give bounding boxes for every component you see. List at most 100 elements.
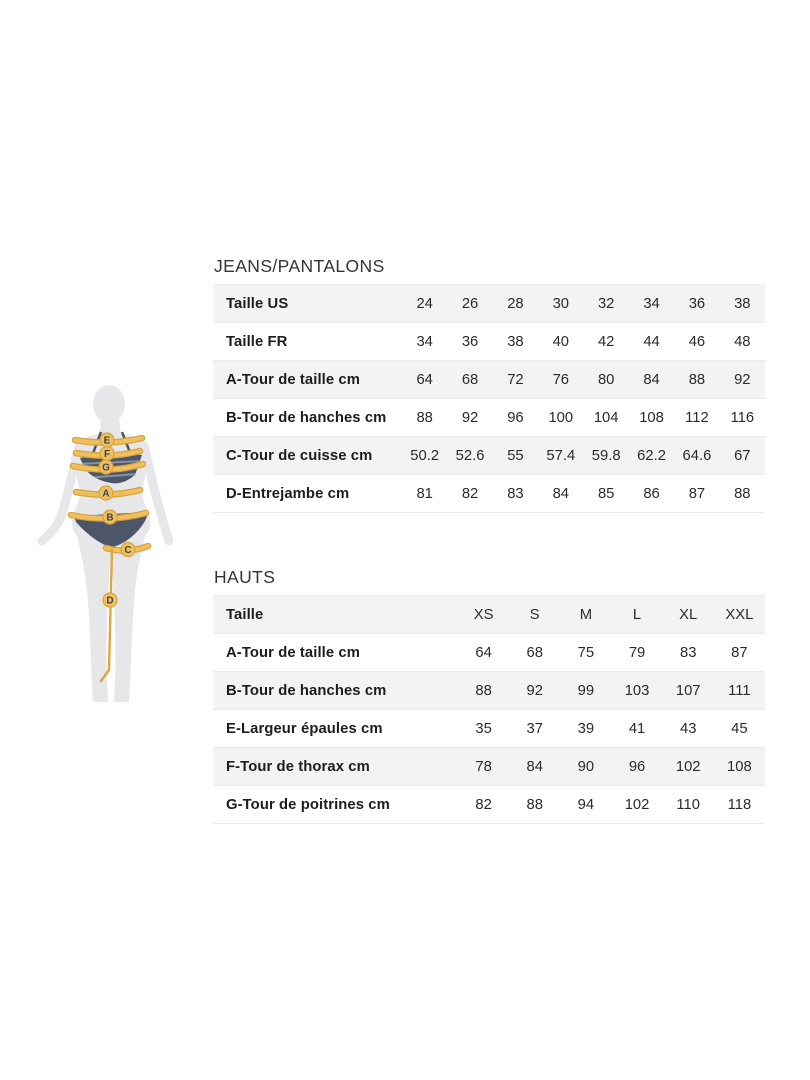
size-value: XXL xyxy=(725,606,754,623)
size-value: 68 xyxy=(461,371,479,388)
size-value: 35 xyxy=(475,720,492,737)
table-row: Taille FR 34 36 38 40 42 44 46 48 xyxy=(213,323,765,361)
label-c-text: C xyxy=(124,545,131,556)
row-label: E-Largeur épaules cm xyxy=(226,720,383,737)
size-value: 108 xyxy=(727,758,752,775)
section-title-jeans: JEANS/PANTALONS xyxy=(214,256,385,276)
size-value: 62.2 xyxy=(637,447,666,464)
size-value: 38 xyxy=(734,295,751,312)
label-b-text: B xyxy=(106,513,113,524)
size-value: 64 xyxy=(416,371,433,388)
size-value: 84 xyxy=(643,371,660,388)
label-g: G xyxy=(98,459,114,475)
jeans-table-body: Taille US 24 26 28 30 32 34 36 38 Taille FR 34 36 38… xyxy=(213,284,765,513)
size-value: 102 xyxy=(624,796,650,813)
size-value: 64 xyxy=(475,644,492,661)
label-b: B xyxy=(102,509,118,525)
size-value: M xyxy=(579,606,593,623)
size-value: 102 xyxy=(675,758,701,775)
size-value: XL xyxy=(679,606,698,623)
table-row: G-Tour de poitrines cm 82 88 94 102 110 118 xyxy=(213,786,765,824)
table-row: Taille US 24 26 28 30 32 34 36 38 xyxy=(213,284,765,323)
size-value: 79 xyxy=(628,644,646,661)
size-value: 30 xyxy=(552,295,570,312)
row-label: C-Tour de cuisse cm xyxy=(226,447,373,464)
size-value: 108 xyxy=(639,409,664,426)
size-value: 39 xyxy=(577,720,595,737)
size-value: 96 xyxy=(507,409,524,426)
size-value: 88 xyxy=(734,485,751,502)
size-value: 85 xyxy=(597,485,615,502)
size-value: 34 xyxy=(643,295,660,312)
size-value: 45 xyxy=(731,720,748,737)
label-d-text: D xyxy=(106,596,113,607)
size-value: XS xyxy=(473,606,494,623)
hauts-table-body: Taille XS S M L XL XXL A-Tour de taille cm 64 68 7… xyxy=(213,595,765,824)
label-c: C xyxy=(120,541,136,558)
size-value: 32 xyxy=(597,295,615,312)
size-value: 80 xyxy=(597,371,615,388)
size-value: 26 xyxy=(461,295,479,312)
size-value: 37 xyxy=(526,720,543,737)
size-value: 43 xyxy=(679,720,697,737)
size-value: 84 xyxy=(552,485,570,502)
size-value: 36 xyxy=(688,295,706,312)
row-label: Taille FR xyxy=(226,333,288,350)
size-value: 72 xyxy=(507,371,524,388)
table-row: Taille XS S M L XL XXL xyxy=(213,595,765,634)
size-value: 87 xyxy=(731,644,748,661)
label-a-text: A xyxy=(102,489,109,500)
size-value: 64.6 xyxy=(682,447,712,464)
size-value: 28 xyxy=(507,295,524,312)
size-tables-section: JEANS/PANTALONS Taille US 24 26 28 30 32 34 36 3… xyxy=(213,255,765,824)
row-label: D-Entrejambe cm xyxy=(226,485,350,502)
size-value: 90 xyxy=(577,758,595,775)
size-value: 110 xyxy=(676,796,700,813)
size-value: 82 xyxy=(475,796,492,813)
size-value: 41 xyxy=(628,720,646,737)
row-label: Taille xyxy=(226,606,264,623)
section-title-hauts: HAUTS xyxy=(214,567,276,587)
jeans-size-table: Taille US 24 26 28 30 32 34 36 38 Taille FR 34 36 38… xyxy=(213,284,765,513)
label-f-text: F xyxy=(104,449,110,460)
label-e: E xyxy=(99,432,115,448)
size-value: 78 xyxy=(475,758,492,775)
table-row: B-Tour de hanches cm 88 92 96 100 104 108 112 11… xyxy=(213,399,765,437)
size-value: 50.2 xyxy=(410,447,440,464)
size-value: 100 xyxy=(548,409,574,426)
size-value: 88 xyxy=(416,409,433,426)
label-d: D xyxy=(102,592,118,608)
size-value: 59.8 xyxy=(591,447,621,464)
label-f: F xyxy=(99,445,115,462)
row-label: B-Tour de hanches cm xyxy=(226,409,387,426)
size-value: 92 xyxy=(461,409,479,426)
row-label: A-Tour de taille cm xyxy=(226,371,360,388)
size-value: 88 xyxy=(475,682,492,699)
size-value: 99 xyxy=(577,682,595,699)
table-row: E-Largeur épaules cm 35 37 39 41 43 45 xyxy=(213,710,765,748)
size-value: 34 xyxy=(416,333,433,350)
label-e-text: E xyxy=(104,436,111,447)
size-value: 44 xyxy=(643,333,660,350)
size-value: 68 xyxy=(526,644,543,661)
size-value: 103 xyxy=(624,682,650,699)
row-label: Taille US xyxy=(226,295,289,312)
label-g-text: G xyxy=(102,463,110,474)
size-value: 48 xyxy=(734,333,751,350)
size-value: 84 xyxy=(526,758,543,775)
size-value: 67 xyxy=(734,447,751,464)
row-label: B-Tour de hanches cm xyxy=(226,682,387,699)
size-value: 76 xyxy=(552,371,570,388)
size-value: L xyxy=(632,606,642,623)
table-row: B-Tour de hanches cm 88 92 99 103 107 111 xyxy=(213,671,765,710)
size-value: 42 xyxy=(597,333,615,350)
size-value: 86 xyxy=(643,485,660,502)
size-value: 75 xyxy=(577,644,595,661)
body-measurement-diagram-icon: E F G A B xyxy=(37,385,174,702)
size-value: 52.6 xyxy=(455,447,485,464)
measurement-figure: E F G A B xyxy=(28,382,212,714)
size-value: 46 xyxy=(688,333,706,350)
row-label: G-Tour de poitrines cm xyxy=(226,796,390,813)
row-label: F-Tour de thorax cm xyxy=(226,758,370,775)
